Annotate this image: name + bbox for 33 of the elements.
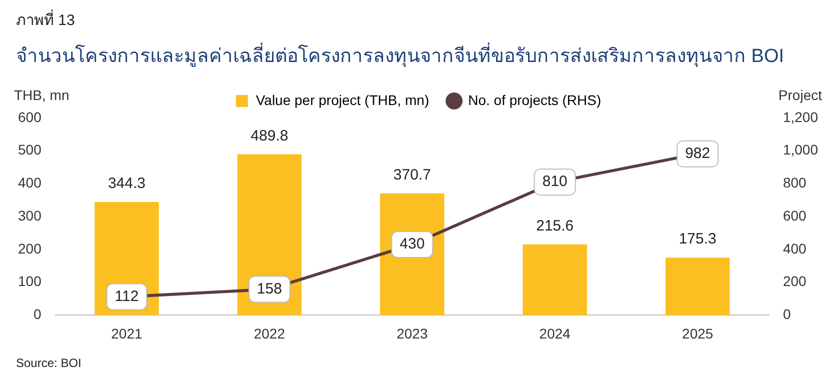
x-tick-label: 2024 — [539, 325, 571, 342]
bar — [665, 258, 730, 316]
y2-axis-title: Project — [778, 86, 822, 103]
x-tick-label: 2025 — [682, 325, 714, 342]
y2-tick-label: 600 — [782, 207, 807, 224]
x-tick-label: 2021 — [111, 325, 142, 342]
legend-label: Value per project (THB, mn) — [256, 92, 430, 108]
y-tick-label: 600 — [18, 108, 42, 125]
source-note: Source: BOI — [16, 356, 82, 370]
text: ภาพที่ 13 — [16, 8, 76, 31]
y-tick-label: 0 — [34, 306, 42, 322]
y-axis-title: THB, mn — [14, 86, 70, 103]
data-label: 489.8 — [250, 127, 288, 144]
y2-tick-label: 400 — [782, 240, 807, 256]
legend-label: No. of projects (RHS) — [468, 92, 602, 108]
bar — [522, 244, 587, 316]
y-tick-label: 200 — [18, 240, 42, 256]
chart-title: จำนวนโครงการและมูลค่าเฉลี่ยต่อโครงการลงทุนจากจีนที่ขอรับการส่งเสริมการลงทุนจาก BOI — [16, 42, 786, 69]
y-tick-label: 400 — [18, 174, 42, 191]
y2-tick-label: 0 — [782, 306, 791, 322]
data-label: 344.3 — [108, 175, 146, 192]
x-tick-label: 2022 — [254, 325, 286, 342]
y2-tick-label: 1,200 — [782, 108, 818, 125]
y2-tick-label: 800 — [782, 174, 807, 191]
data-label: 215.6 — [536, 217, 574, 234]
y2-tick-label: 1,000 — [782, 142, 818, 158]
data-label: 175.3 — [678, 230, 716, 248]
y2-tick-label: 200 — [782, 273, 807, 290]
y-tick-label: 300 — [18, 207, 42, 224]
y-tick-label: 500 — [18, 142, 42, 158]
x-tick-label: 2023 — [396, 325, 428, 342]
data-label: 370.7 — [393, 166, 431, 184]
y-tick-label: 100 — [18, 273, 42, 290]
